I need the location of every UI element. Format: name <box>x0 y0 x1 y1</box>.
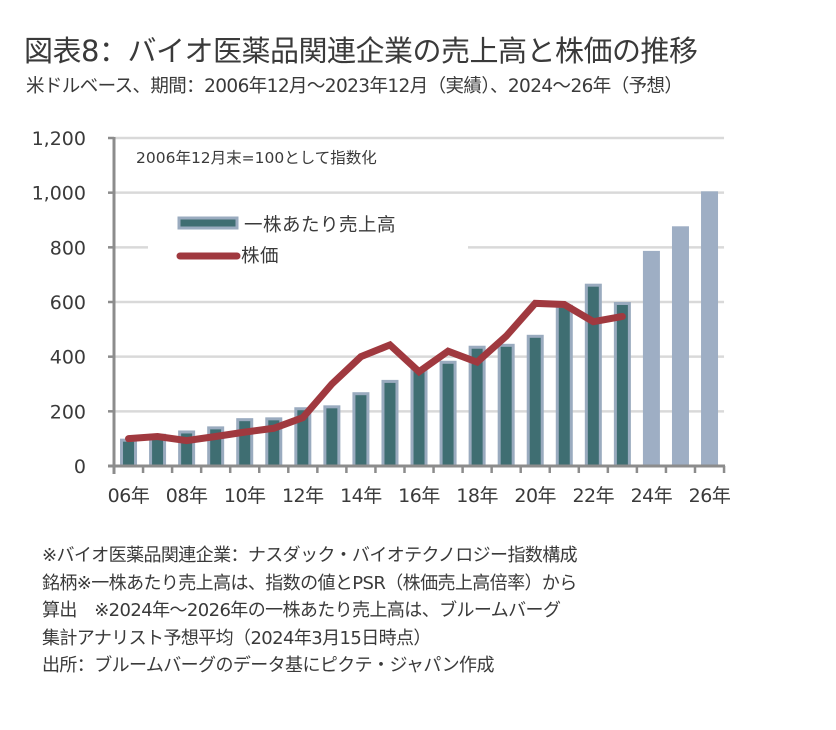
bar <box>584 283 602 468</box>
bar-forecast <box>671 226 689 466</box>
stock-price-line <box>125 299 626 445</box>
bar <box>613 302 631 468</box>
line-series <box>125 299 626 445</box>
x-tick-label: 14年 <box>340 485 382 507</box>
x-tick-label: 06年 <box>108 485 150 507</box>
footnotes: ※バイオ医薬品関連企業：ナスダック・バイオテクノロジー指数構成 銘柄※一株あたり… <box>42 542 578 680</box>
x-tick-label: 20年 <box>514 485 556 507</box>
y-tick-label: 1,200 <box>32 128 86 150</box>
bar <box>439 360 457 468</box>
x-tick-label: 16年 <box>398 485 440 507</box>
bar <box>323 405 341 468</box>
y-axis-ticks: 0 200 400 600 800 1,000 1,200 <box>32 128 114 478</box>
chart-title: 図表8：バイオ医薬品関連企業の売上高と株価の推移 <box>24 34 698 68</box>
legend-label-sales: 一株あたり売上高 <box>244 215 396 236</box>
bar <box>497 343 515 468</box>
legend-swatch-bar <box>177 216 239 230</box>
footnote-line: 算出 ※2024年～2026年の一株あたり売上高は、ブルームバーグ <box>42 600 561 621</box>
bar <box>555 304 573 468</box>
footnote-line: 銘柄※一株あたり売上高は、指数の値とPSR（株価売上高倍率）から <box>42 572 577 594</box>
x-tick-label: 24年 <box>631 485 673 507</box>
y-tick-label: 1,000 <box>32 183 86 205</box>
chart: 0 200 400 600 800 1,000 1,200 06年 08年 10年 12年 14年 1… <box>32 128 732 507</box>
footnote-line: 集計アナリスト予想平均（2024年3月15日時点） <box>42 627 431 649</box>
chart-annotation: 2006年12月末=100として指数化 <box>136 149 377 167</box>
y-tick-label: 600 <box>50 292 86 314</box>
bar <box>410 367 428 468</box>
bar <box>236 418 254 468</box>
y-tick-label: 400 <box>50 347 86 369</box>
x-tick-label: 10年 <box>224 485 266 507</box>
bar-series <box>120 191 719 468</box>
x-tick-label: 08年 <box>166 485 208 507</box>
y-tick-label: 800 <box>50 237 86 259</box>
legend-label-price: 株価 <box>241 246 279 267</box>
bar <box>352 392 370 468</box>
x-tick-label: 12年 <box>282 485 324 507</box>
footnote-source: 出所：ブルームバーグのデータ基にピクテ・ジャパン作成 <box>42 655 494 676</box>
bar <box>381 379 399 468</box>
x-tick-label: 26年 <box>689 485 731 507</box>
y-tick-label: 0 <box>74 456 86 478</box>
bar-forecast <box>701 191 719 467</box>
annotation-background <box>126 143 456 176</box>
x-tick-label: 22年 <box>572 485 614 507</box>
y-tick-label: 200 <box>50 401 86 423</box>
chart-subtitle: 米ドルベース、期間：2006年12月～2023年12月（実績）、2024～26年… <box>26 76 683 97</box>
legend: 一株あたり売上高 株価 <box>148 204 468 267</box>
x-tick-label: 18年 <box>456 485 498 507</box>
bar <box>526 334 544 468</box>
footnote-line: ※バイオ医薬品関連企業：ナスダック・バイオテクノロジー指数構成 <box>42 545 578 566</box>
x-axis-ticks: 06年 08年 10年 12年 14年 16年 18年 20年 22年 24年 26年 <box>108 466 731 507</box>
bar <box>120 438 138 468</box>
bar-forecast <box>642 250 660 466</box>
